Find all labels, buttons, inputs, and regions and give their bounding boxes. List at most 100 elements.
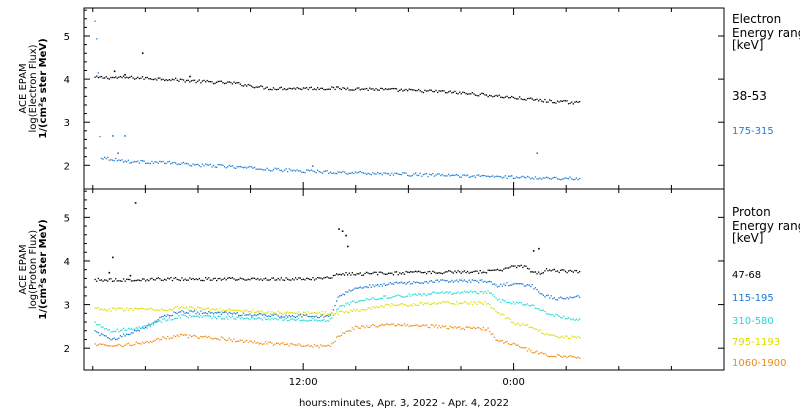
data-point bbox=[421, 282, 423, 284]
outlier-point bbox=[341, 230, 344, 232]
y-axis-label-line: log(Electron Flux) bbox=[28, 44, 39, 132]
data-point bbox=[459, 293, 461, 295]
data-point bbox=[536, 98, 538, 100]
data-point bbox=[231, 83, 234, 85]
data-point bbox=[520, 176, 522, 178]
data-point bbox=[347, 87, 349, 89]
data-point bbox=[160, 161, 163, 163]
data-point bbox=[328, 172, 330, 174]
data-point bbox=[110, 339, 112, 341]
data-point bbox=[162, 309, 164, 311]
data-point bbox=[370, 308, 372, 311]
data-point bbox=[157, 277, 159, 279]
data-point bbox=[192, 315, 194, 317]
data-point bbox=[239, 318, 241, 320]
data-point bbox=[514, 303, 516, 305]
data-point bbox=[504, 317, 507, 320]
data-point bbox=[561, 269, 563, 271]
data-point bbox=[443, 300, 445, 303]
data-point bbox=[252, 86, 254, 88]
data-point bbox=[528, 176, 530, 178]
data-point bbox=[181, 310, 183, 312]
data-point bbox=[272, 277, 275, 279]
data-point bbox=[356, 273, 358, 275]
data-point bbox=[498, 298, 500, 300]
data-point bbox=[492, 96, 494, 98]
data-point bbox=[184, 334, 186, 336]
data-point bbox=[533, 327, 535, 329]
data-point bbox=[200, 82, 202, 84]
data-point bbox=[496, 175, 499, 177]
data-point bbox=[149, 307, 152, 309]
data-point bbox=[216, 81, 218, 83]
data-point bbox=[189, 81, 191, 83]
data-point bbox=[195, 278, 197, 280]
data-point bbox=[432, 324, 434, 326]
data-point bbox=[272, 169, 275, 171]
data-point bbox=[269, 313, 271, 315]
data-point bbox=[367, 326, 369, 328]
data-point bbox=[388, 283, 390, 285]
data-point bbox=[446, 175, 448, 177]
data-point bbox=[253, 314, 256, 316]
data-point bbox=[506, 302, 508, 304]
data-point bbox=[435, 303, 437, 305]
data-point bbox=[564, 298, 567, 300]
data-point bbox=[257, 310, 259, 313]
data-point bbox=[280, 169, 282, 172]
data-point bbox=[470, 327, 472, 329]
data-point bbox=[550, 334, 552, 336]
data-point bbox=[130, 307, 133, 310]
data-point bbox=[399, 173, 401, 175]
data-point bbox=[115, 339, 117, 341]
data-point bbox=[323, 88, 325, 91]
data-point bbox=[276, 89, 278, 91]
data-point bbox=[257, 168, 259, 170]
data-point bbox=[132, 280, 134, 282]
data-point bbox=[408, 271, 410, 274]
data-point bbox=[506, 267, 508, 269]
data-point bbox=[392, 174, 395, 176]
data-point bbox=[569, 102, 571, 104]
data-point bbox=[156, 309, 158, 311]
data-point bbox=[386, 273, 388, 275]
data-point bbox=[247, 166, 249, 168]
data-point bbox=[422, 272, 425, 274]
data-point bbox=[160, 308, 163, 310]
data-point bbox=[550, 100, 552, 102]
data-point bbox=[257, 86, 259, 88]
data-point bbox=[171, 78, 174, 80]
data-point bbox=[137, 329, 139, 331]
data-point bbox=[441, 173, 443, 176]
data-point bbox=[320, 171, 322, 173]
data-point bbox=[233, 312, 235, 314]
data-point bbox=[214, 277, 216, 279]
data-point bbox=[528, 268, 530, 270]
data-point bbox=[290, 316, 292, 318]
data-point bbox=[413, 293, 415, 296]
data-point bbox=[157, 337, 159, 339]
data-point bbox=[122, 327, 125, 329]
data-point bbox=[205, 308, 207, 310]
data-point bbox=[176, 278, 178, 281]
data-point bbox=[356, 326, 358, 328]
data-point bbox=[443, 279, 445, 281]
data-point bbox=[337, 335, 339, 337]
data-point bbox=[105, 328, 107, 330]
data-point bbox=[239, 166, 241, 168]
data-point bbox=[443, 90, 445, 92]
data-point bbox=[416, 294, 418, 296]
data-point bbox=[146, 162, 148, 164]
data-point bbox=[351, 300, 353, 302]
data-point bbox=[433, 326, 436, 328]
data-point bbox=[118, 307, 120, 309]
data-point bbox=[421, 91, 423, 93]
data-point bbox=[96, 307, 98, 309]
data-point bbox=[361, 171, 363, 174]
data-point bbox=[140, 160, 142, 162]
data-point bbox=[268, 88, 270, 91]
data-point bbox=[246, 309, 248, 311]
data-point bbox=[414, 282, 417, 284]
data-point bbox=[438, 173, 440, 175]
data-point bbox=[514, 177, 516, 179]
